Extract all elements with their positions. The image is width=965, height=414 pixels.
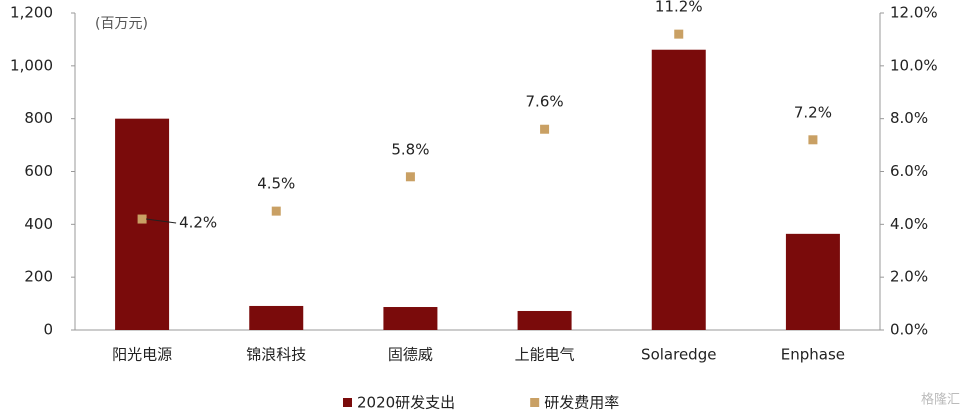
y2-tick-label: 0.0% (890, 321, 928, 339)
data-label: 11.2% (655, 0, 703, 16)
y-tick-label: 0 (43, 321, 53, 339)
y2-tick-label: 2.0% (890, 268, 928, 286)
x-tick-label: 上能电气 (515, 346, 575, 364)
y-tick-label: 1,200 (10, 4, 53, 22)
y-tick-label: 600 (24, 162, 53, 180)
bar (383, 307, 438, 330)
data-label: 7.6% (526, 93, 564, 111)
y2-tick-label: 8.0% (890, 109, 928, 127)
point (405, 172, 415, 182)
legend-swatch (343, 398, 352, 407)
bar (785, 233, 840, 330)
y-tick-label: 1,000 (10, 56, 53, 74)
watermark: 格隆汇 (921, 392, 960, 408)
y-tick-label: 400 (24, 215, 53, 233)
bar (249, 305, 304, 330)
legend-label: 研发费用率 (544, 394, 619, 412)
point (137, 214, 147, 224)
x-tick-label: Enphase (781, 346, 845, 364)
x-tick-label: 阳光电源 (112, 346, 172, 364)
unit-note: (百万元) (95, 16, 148, 32)
y-tick-label: 800 (24, 109, 53, 127)
data-label: 4.5% (257, 175, 295, 193)
data-label: 5.8% (391, 140, 429, 158)
bar (651, 49, 706, 330)
data-label: 7.2% (794, 103, 832, 121)
bar (517, 310, 572, 330)
point (540, 124, 550, 134)
point (271, 206, 281, 216)
point (674, 29, 684, 39)
legend-swatch (530, 398, 540, 407)
y2-tick-label: 6.0% (890, 162, 928, 180)
leader-line (146, 218, 177, 224)
y2-tick-label: 4.0% (890, 215, 928, 233)
y2-tick-label: 10.0% (890, 56, 938, 74)
bar (115, 118, 170, 331)
y2-tick-label: 12.0% (890, 4, 938, 22)
legend-label: 2020研发支出 (357, 394, 455, 412)
y-tick-label: 200 (24, 268, 53, 286)
x-tick-label: 锦浪科技 (246, 346, 306, 364)
data-label: 4.2% (179, 214, 217, 232)
point (808, 135, 818, 145)
x-tick-label: Solaredge (641, 346, 716, 364)
x-tick-label: 固德威 (388, 346, 433, 364)
